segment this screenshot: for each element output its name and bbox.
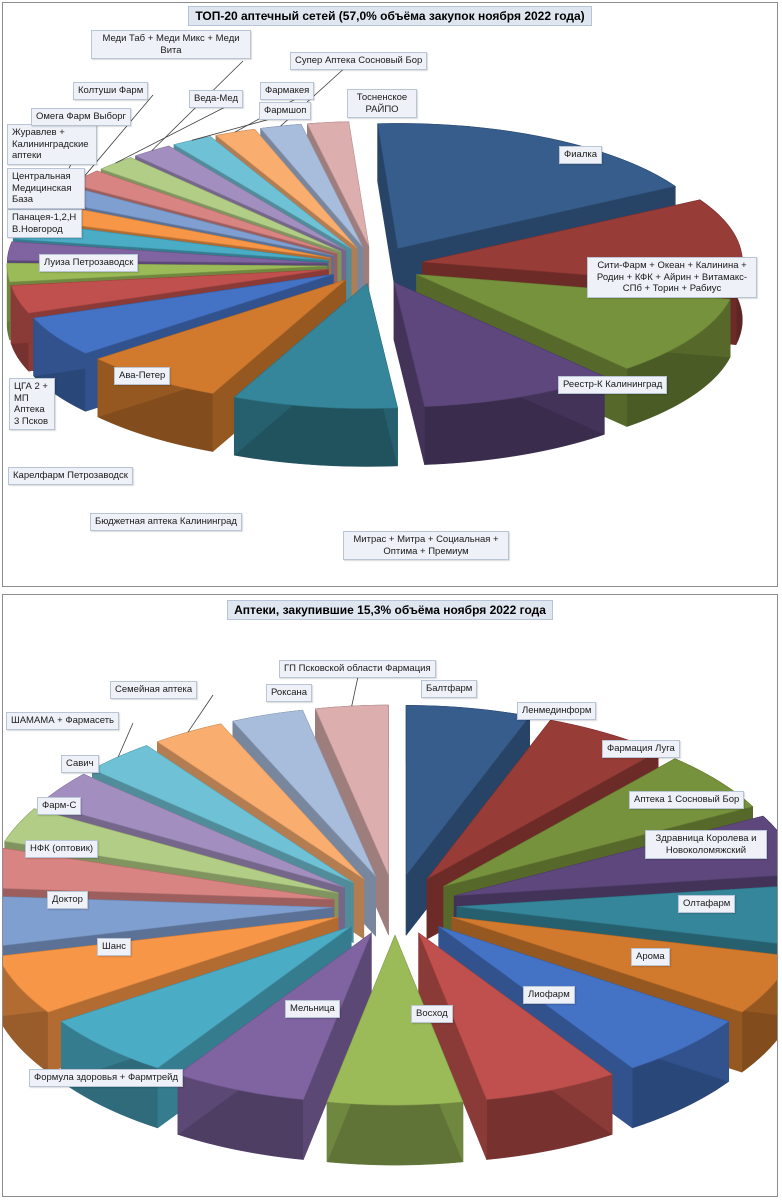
slice-label: Карелфарм Петрозаводск bbox=[8, 467, 133, 485]
slice-label: Ава-Петер bbox=[114, 367, 171, 385]
pie-slice bbox=[60, 925, 352, 1129]
slice-label: ШАМАМА + Фармасеть bbox=[6, 712, 119, 730]
slice-label: Фармшоп bbox=[259, 102, 312, 120]
slice-label: ЦГА 2 + МП Аптека 3 Псков bbox=[9, 378, 55, 430]
chart-title: Аптеки, закупившие 15,3% объёма ноября 2… bbox=[3, 600, 777, 620]
pie-slice bbox=[177, 931, 373, 1160]
slice-label: Савич bbox=[61, 755, 99, 773]
slice-label: Формула здоровья + Фармтрейд bbox=[29, 1069, 184, 1087]
slice-label: Луиза Петрозаводск bbox=[39, 254, 139, 272]
slice-label: Журавлев + Калининградские аптеки bbox=[7, 124, 97, 165]
slice-label: Шанс bbox=[97, 938, 131, 956]
slice-label: Панацея-1,2,Н В.Новгород bbox=[7, 209, 82, 238]
slice-label: Меди Таб + Меди Микс + Меди Вита bbox=[91, 30, 251, 59]
slice-label: Колтуши Фарм bbox=[73, 82, 149, 100]
slice-label: Ленмединформ bbox=[517, 702, 597, 720]
slice-label: Митрас + Митра + Социальная + Оптима + П… bbox=[343, 531, 509, 560]
slice-label: Доктор bbox=[47, 891, 88, 909]
slice-label: Фарм-С bbox=[37, 797, 82, 815]
slice-label: Арома bbox=[631, 948, 670, 966]
leader-line bbox=[351, 671, 360, 707]
slice-label: Балтфарм bbox=[421, 680, 478, 698]
pie-slice bbox=[417, 931, 613, 1160]
chart-panel-pharmacies: Аптеки, закупившие 15,3% объёма ноября 2… bbox=[2, 594, 778, 1197]
slice-label: Мельница bbox=[285, 1000, 340, 1018]
slice-label: Олтафарм bbox=[678, 895, 736, 913]
slice-label: Фиалка bbox=[559, 146, 603, 164]
slice-label: Восход bbox=[411, 1005, 453, 1023]
slice-label: Центральная Медицинская База bbox=[7, 168, 85, 209]
slice-label: Бюджетная аптека Калининград bbox=[90, 513, 242, 531]
slice-label: Роксана bbox=[266, 684, 313, 702]
slice-label: Веда-Мед bbox=[189, 90, 244, 108]
slice-label: ГП Псковской области Фармация bbox=[279, 660, 436, 678]
pie-slice bbox=[393, 281, 606, 465]
slice-label: Супер Аптека Сосновый Бор bbox=[290, 52, 428, 70]
chart-title: ТОП-20 аптечный сетей (57,0% объёма заку… bbox=[3, 6, 777, 26]
slice-label: Сити-Фарм + Океан + Калинина + Родин + К… bbox=[587, 257, 757, 298]
slice-label: НФК (оптовик) bbox=[25, 840, 99, 858]
leader-line bbox=[117, 722, 134, 757]
pie-slice bbox=[326, 934, 464, 1166]
slice-label: Лиофарм bbox=[523, 986, 575, 1004]
slice-label: Реестр-К Калининград bbox=[558, 376, 668, 394]
slice-label: Тосненское РАЙПО bbox=[347, 89, 417, 118]
slice-label: Здравница Королева и Новоколомяжский bbox=[645, 830, 767, 859]
leader-line bbox=[115, 102, 234, 164]
leader-line bbox=[187, 694, 214, 733]
slice-label: Фармация Луга bbox=[602, 740, 680, 758]
slice-label: Семейная аптека bbox=[110, 681, 198, 699]
pie-slice bbox=[233, 282, 398, 467]
slice-label: Омега Фарм Выборг bbox=[31, 108, 131, 126]
chart-panel-top20: ТОП-20 аптечный сетей (57,0% объёма заку… bbox=[2, 2, 778, 587]
slice-label: Аптека 1 Сосновый Бор bbox=[629, 791, 745, 809]
slice-label: Фармакея bbox=[260, 82, 315, 100]
